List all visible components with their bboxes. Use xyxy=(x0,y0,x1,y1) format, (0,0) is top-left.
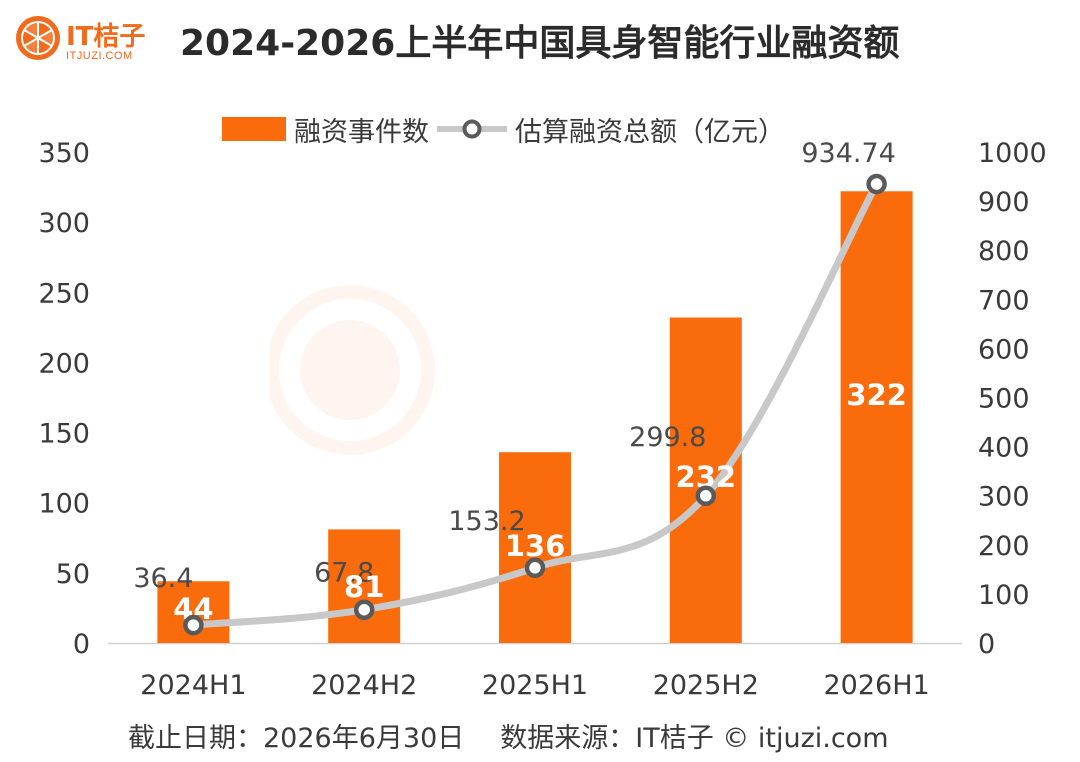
right-axis-tick-label: 0 xyxy=(978,629,995,660)
right-axis-tick-label: 700 xyxy=(978,285,1030,316)
cutoff-date: 截止日期：2026年6月30日 xyxy=(128,723,465,754)
left-axis-tick-label: 50 xyxy=(56,559,90,590)
right-axis-tick-label: 600 xyxy=(978,334,1030,365)
bar xyxy=(499,452,571,643)
left-axis-tick-label: 150 xyxy=(38,419,90,450)
legend-bar-label: 融资事件数 xyxy=(294,116,429,148)
line-data-label: 36.4 xyxy=(133,563,193,594)
x-axis-tick-label: 2025H2 xyxy=(653,670,759,701)
bar-data-label: 81 xyxy=(344,570,384,604)
line-point xyxy=(183,614,204,636)
x-axis-tick-label: 2024H2 xyxy=(311,670,417,701)
line-point xyxy=(524,557,546,579)
chart-legend: 融资事件数 估算融资总额（亿元） xyxy=(222,112,785,148)
legend-bar-swatch xyxy=(222,117,286,141)
line-point xyxy=(695,485,717,507)
legend-line-label: 估算融资总额（亿元） xyxy=(515,116,785,148)
line-data-label: 67.8 xyxy=(314,558,374,589)
bar xyxy=(669,317,742,643)
left-axis-tick-label: 0 xyxy=(73,629,90,660)
brand-logo: IT桔子 ITJUZI.COM xyxy=(14,12,154,70)
right-axis-tick-label: 100 xyxy=(978,580,1030,611)
line-data-label: 934.74 xyxy=(801,138,895,169)
bar-data-label: 136 xyxy=(505,529,566,563)
right-axis-tick-label: 900 xyxy=(978,187,1030,218)
data-source: 数据来源：IT桔子 © itjuzi.com xyxy=(500,723,889,754)
right-axis-tick-label: 200 xyxy=(978,531,1030,562)
x-axis-tick-label: 2026H1 xyxy=(823,670,929,701)
logo-url: ITJUZI.COM xyxy=(66,50,133,62)
x-axis-tick-label: 2024H1 xyxy=(140,670,246,701)
left-axis-tick-label: 250 xyxy=(38,278,90,309)
x-axis-tick-label: 2025H1 xyxy=(482,670,588,701)
left-axis-tick-label: 350 xyxy=(38,138,90,169)
right-axis-tick-label: 800 xyxy=(978,236,1030,267)
chart-title: 2024-2026上半年中国具身智能行业融资额 xyxy=(180,23,900,64)
line-series xyxy=(189,180,881,629)
line-data-label: 299.8 xyxy=(629,422,706,453)
orange-slice-icon xyxy=(16,16,60,60)
bar xyxy=(328,529,401,643)
footer: 截止日期：2026年6月30日 数据来源：IT桔子 © itjuzi.com xyxy=(128,716,889,755)
left-axis-tick-label: 300 xyxy=(38,208,90,239)
line-point xyxy=(866,173,887,195)
right-axis-tick-label: 1000 xyxy=(978,138,1047,169)
logo-wordmark: IT桔子 xyxy=(66,22,146,52)
bar-data-label: 322 xyxy=(846,378,907,412)
right-axis-tick-label: 300 xyxy=(978,482,1030,513)
line-data-label: 153.2 xyxy=(448,506,525,537)
left-axis-tick-label: 200 xyxy=(38,348,90,379)
left-axis-tick-label: 100 xyxy=(38,489,90,520)
line-point xyxy=(353,599,375,620)
bar xyxy=(840,191,913,643)
legend-line-swatch xyxy=(437,119,507,139)
right-axis-tick-label: 400 xyxy=(978,433,1030,464)
right-axis-tick-label: 500 xyxy=(978,384,1030,415)
